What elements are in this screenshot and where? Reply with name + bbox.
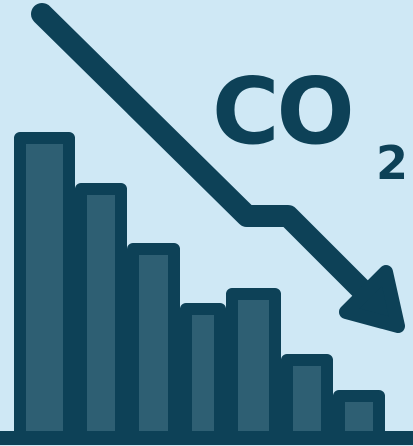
down-right-arrow-icon xyxy=(31,3,405,333)
bars-group xyxy=(14,132,385,444)
bar xyxy=(14,132,75,444)
bar xyxy=(226,288,281,444)
co2-subscript: 2 xyxy=(376,136,409,190)
co2-label: CO 2 xyxy=(212,66,412,196)
bar xyxy=(180,303,226,444)
bar xyxy=(127,243,180,444)
bar xyxy=(75,183,127,444)
bar xyxy=(281,354,333,444)
co2-text: CO xyxy=(212,58,355,165)
